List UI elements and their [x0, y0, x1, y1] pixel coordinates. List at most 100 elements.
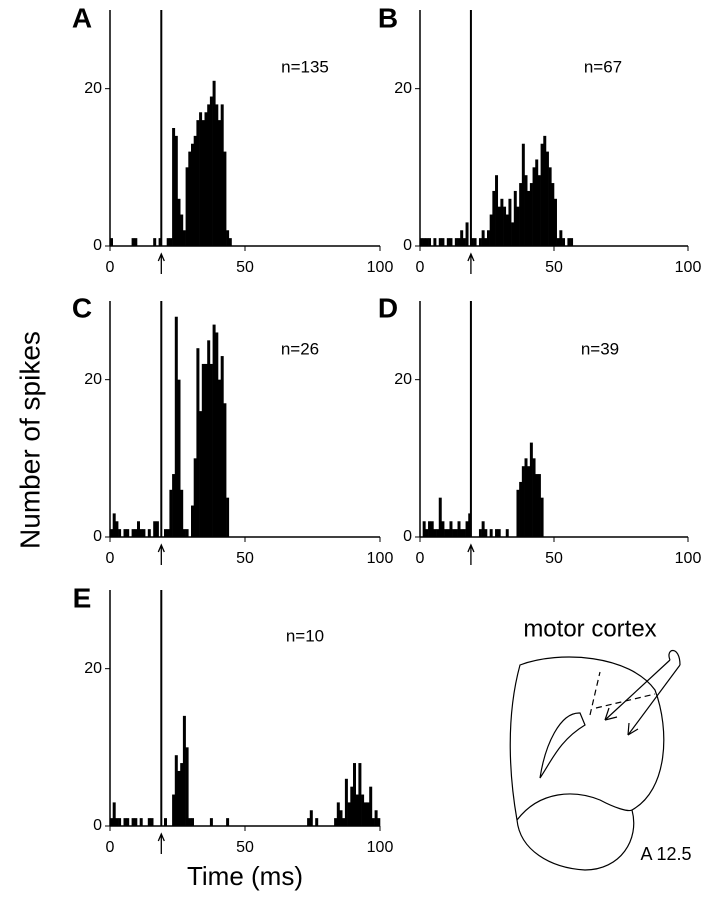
- bar: [172, 794, 176, 826]
- bar: [347, 802, 351, 826]
- bar: [112, 802, 116, 826]
- bar: [199, 112, 203, 247]
- bar: [123, 529, 127, 537]
- bar: [201, 120, 205, 246]
- bar: [369, 786, 373, 826]
- bar: [166, 238, 170, 246]
- bar: [147, 818, 151, 826]
- bar: [174, 316, 178, 537]
- bar: [460, 230, 464, 246]
- bar: [177, 770, 181, 826]
- bar: [153, 238, 157, 246]
- bar: [535, 159, 539, 246]
- bar: [452, 529, 456, 537]
- bar: [470, 238, 474, 246]
- bar: [511, 222, 515, 246]
- x-tick-label: 0: [106, 259, 115, 276]
- panel-label: A: [72, 2, 92, 33]
- bar: [110, 529, 113, 537]
- bar: [134, 529, 138, 537]
- bar: [465, 222, 469, 246]
- x-tick-label: 0: [106, 550, 115, 567]
- bar: [495, 175, 499, 246]
- y-tick-label: 20: [84, 660, 102, 677]
- bar: [131, 818, 135, 826]
- bar: [185, 167, 189, 246]
- bar: [454, 529, 458, 537]
- panel-label: E: [73, 582, 92, 613]
- stimulus-arrow: [157, 832, 165, 854]
- bar: [169, 489, 173, 537]
- x-tick-label: 100: [675, 259, 702, 276]
- bar: [193, 135, 197, 246]
- bar: [139, 818, 143, 826]
- bar: [449, 521, 453, 537]
- bar: [540, 143, 544, 246]
- bar: [126, 818, 130, 826]
- bar: [226, 818, 230, 826]
- bar: [177, 198, 181, 246]
- bar: [543, 135, 547, 246]
- bar: [545, 151, 549, 246]
- bar: [516, 206, 520, 246]
- bar: [182, 715, 186, 826]
- bar: [131, 238, 135, 246]
- bar: [532, 458, 536, 537]
- bar: [350, 786, 354, 826]
- y-tick-label: 0: [403, 237, 412, 254]
- bar: [559, 230, 563, 246]
- bar: [484, 529, 488, 537]
- bar: [438, 497, 442, 537]
- bar: [529, 442, 533, 537]
- bar: [366, 802, 370, 826]
- bar: [336, 802, 340, 826]
- x-axis-label: Time (ms): [187, 861, 303, 891]
- bar: [185, 747, 189, 826]
- bar: [505, 529, 509, 537]
- bar: [433, 238, 437, 246]
- bar: [363, 802, 367, 826]
- x-tick-label: 0: [416, 550, 425, 567]
- bar: [465, 521, 469, 537]
- bar: [441, 521, 445, 537]
- bar: [218, 379, 221, 537]
- bar: [169, 238, 173, 246]
- annotation: n=10: [286, 626, 324, 645]
- stimulus-arrow: [157, 543, 165, 565]
- bar: [478, 238, 482, 246]
- bar: [500, 198, 504, 246]
- bar: [353, 763, 356, 826]
- bar: [339, 810, 343, 826]
- bar: [180, 489, 184, 537]
- bar: [457, 521, 461, 537]
- bar: [188, 818, 192, 826]
- bar: [209, 363, 213, 537]
- bar: [134, 818, 138, 826]
- bar: [191, 818, 194, 826]
- bar: [199, 411, 203, 537]
- bar: [556, 238, 560, 246]
- bar: [428, 238, 432, 246]
- bar: [126, 529, 130, 537]
- panel-label: D: [378, 292, 398, 323]
- annotation: n=67: [584, 57, 622, 76]
- bar: [361, 794, 365, 826]
- annotation: n=26: [281, 339, 319, 358]
- x-tick-label: 50: [236, 839, 254, 856]
- bar: [164, 529, 167, 537]
- bar: [521, 466, 525, 537]
- y-tick-label: 20: [84, 80, 102, 97]
- bar: [150, 818, 154, 826]
- bar: [462, 529, 466, 537]
- y-tick-label: 0: [93, 237, 102, 254]
- bar: [441, 238, 445, 246]
- bar: [449, 238, 453, 246]
- bar: [554, 198, 557, 246]
- bar: [460, 529, 464, 537]
- bar: [489, 529, 493, 537]
- diagram-label: A 12.5: [640, 844, 691, 864]
- bar: [521, 143, 525, 246]
- bar: [567, 238, 571, 246]
- bar: [371, 818, 375, 826]
